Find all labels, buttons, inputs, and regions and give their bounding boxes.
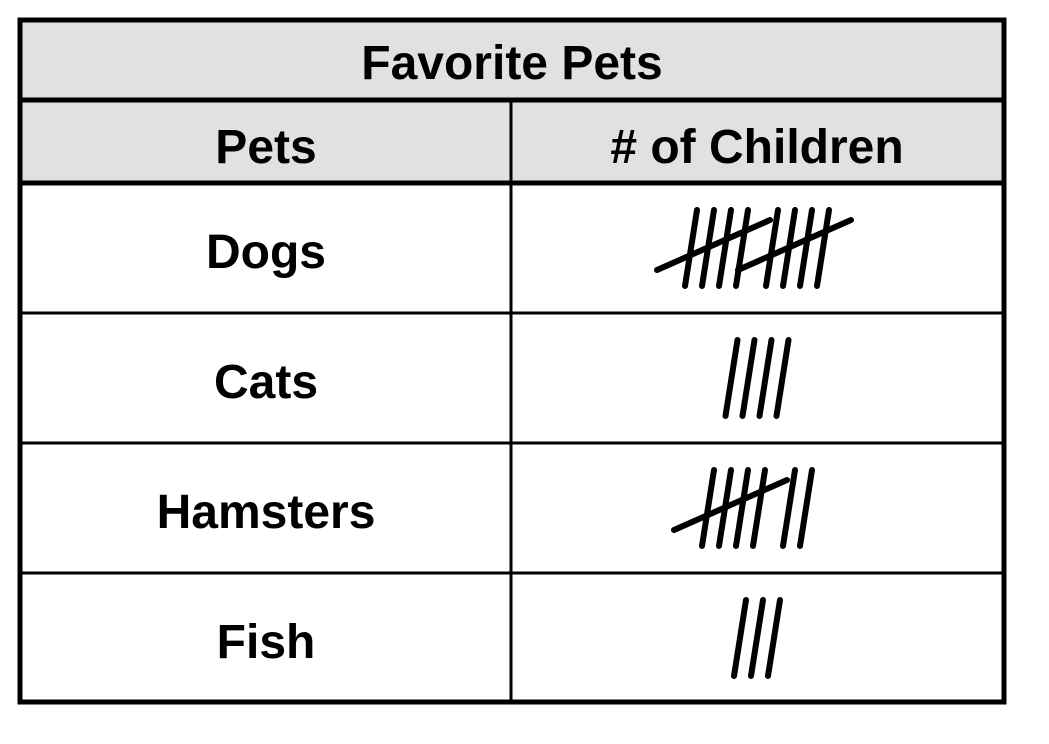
tally-mark xyxy=(731,597,749,679)
tally-mark xyxy=(780,467,798,549)
tally-slash xyxy=(735,217,854,273)
tally-cats xyxy=(722,337,792,419)
tally-slash xyxy=(654,217,773,273)
tally-mark xyxy=(763,207,781,289)
column-header-pets: Pets xyxy=(215,121,316,174)
tally-hamsters xyxy=(671,467,815,549)
tally-dogs xyxy=(654,207,854,289)
column-header-children: # of Children xyxy=(610,121,903,174)
table-title: Favorite Pets xyxy=(361,37,662,90)
row-label-dogs: Dogs xyxy=(206,226,326,279)
tally-mark xyxy=(814,207,832,289)
tally-mark xyxy=(773,337,792,419)
tally-mark xyxy=(797,207,815,289)
tally-mark xyxy=(733,467,751,549)
tally-mark xyxy=(699,467,717,549)
tally-mark xyxy=(750,467,768,549)
tally-fish xyxy=(731,597,783,679)
row-label-fish: Fish xyxy=(217,616,316,669)
tally-mark xyxy=(739,337,758,419)
tally-mark xyxy=(756,337,775,419)
title-row-background xyxy=(20,20,1004,100)
tally-mark xyxy=(716,207,734,289)
tally-mark xyxy=(748,597,766,679)
tally-mark xyxy=(765,597,783,679)
row-label-hamsters: Hamsters xyxy=(157,486,376,539)
tally-slash xyxy=(671,477,790,533)
tally-mark xyxy=(797,467,815,549)
tally-mark xyxy=(722,337,741,419)
tally-mark xyxy=(682,207,700,289)
row-label-cats: Cats xyxy=(214,356,318,409)
tally-mark xyxy=(733,207,751,289)
table-border xyxy=(17,17,1007,705)
